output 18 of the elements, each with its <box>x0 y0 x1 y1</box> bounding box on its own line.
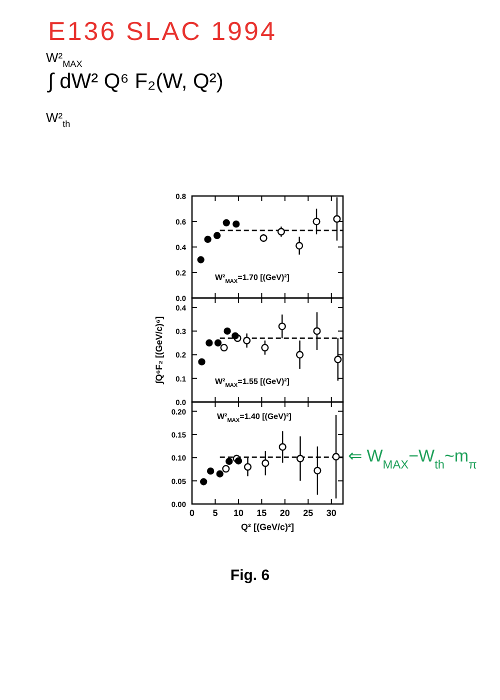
x-tick-label: 10 <box>233 508 244 518</box>
annotation: W²$_{MAX}$=1.40 [(GeV)²] <box>217 412 292 424</box>
annotation: ⇐ W$_{MAX}$−W$_{th}$~m$_{π}$ <box>348 446 477 472</box>
x-tick-label: 0 <box>189 508 195 518</box>
chart-subtitle: ∫ dW² Q⁶ F₂(W, Q²) <box>47 70 224 93</box>
x-tick-label: 25 <box>303 508 314 518</box>
x-tick-label: 20 <box>280 508 290 518</box>
text: W²$_{th}$ <box>46 110 70 129</box>
annotation: W²$_{MAX}$=1.70 [(GeV)²] <box>215 273 290 285</box>
text: W²$_{MAX}$ <box>46 50 82 69</box>
x-tick-label: 5 <box>212 508 218 518</box>
caption: Fig. 6 <box>230 567 270 584</box>
x-axis-title: Q² [(GeV/c)²] <box>241 522 294 532</box>
x-tick-label: 30 <box>326 508 336 518</box>
chart-title: E136 SLAC 1994 <box>48 16 277 46</box>
x-tick-label: 15 <box>256 508 267 518</box>
annotation: W²$_{MAX}$=1.55 [(GeV)²] <box>215 377 290 389</box>
y-axis-title: ∫Q⁶F₂ [(GeV/c)⁶] <box>154 316 164 385</box>
